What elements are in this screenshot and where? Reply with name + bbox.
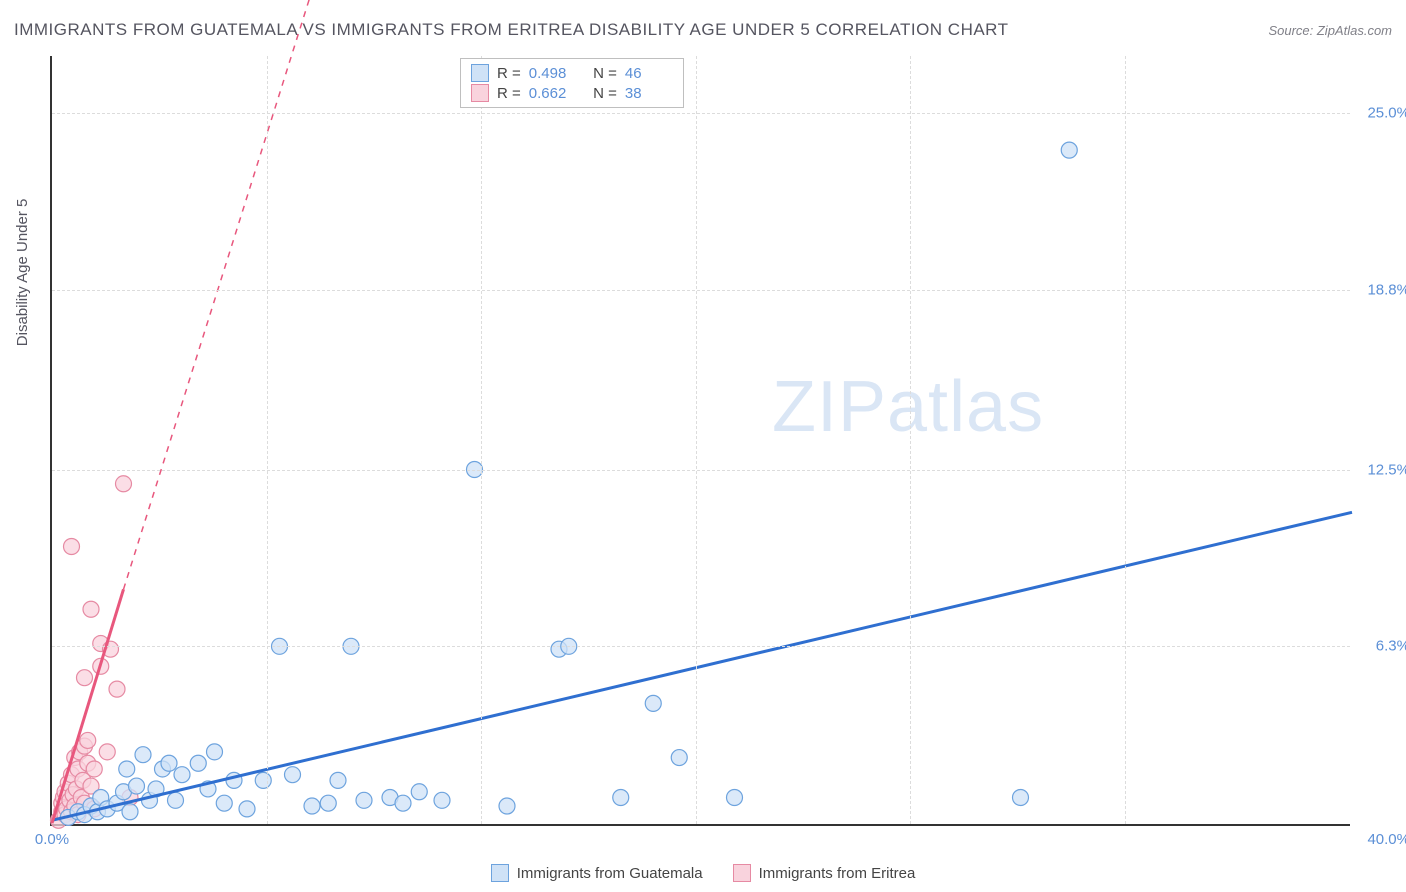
legend-bottom: Immigrants from Guatemala Immigrants fro…	[0, 864, 1406, 882]
data-point	[64, 539, 80, 555]
grid-line-h	[52, 113, 1350, 114]
source-label: Source: ZipAtlas.com	[1268, 23, 1392, 38]
legend-correlation: R = 0.498 N = 46R = 0.662 N = 38	[460, 58, 684, 108]
x-max-label: 40.0%	[1355, 831, 1406, 848]
data-point	[122, 804, 138, 820]
grid-line-h	[52, 290, 1350, 291]
r-value: 0.662	[529, 85, 577, 102]
n-label: N =	[585, 85, 617, 102]
data-point	[80, 732, 96, 748]
legend-item-eritrea: Immigrants from Eritrea	[733, 864, 916, 882]
data-point	[727, 789, 743, 805]
data-point	[129, 778, 145, 794]
legend-label-eritrea: Immigrants from Eritrea	[759, 865, 916, 882]
data-point	[83, 601, 99, 617]
data-point	[190, 755, 206, 771]
plot-area: ZIPatlas 6.3%12.5%18.8%25.0%0.0%40.0%	[50, 56, 1350, 826]
x-tick-label-origin: 0.0%	[35, 831, 69, 848]
data-point	[1061, 142, 1077, 158]
data-point	[77, 670, 93, 686]
y-tick-label: 18.8%	[1355, 281, 1406, 298]
data-point	[174, 767, 190, 783]
data-point	[99, 744, 115, 760]
n-label: N =	[585, 65, 617, 82]
data-point	[499, 798, 515, 814]
data-point	[1013, 789, 1029, 805]
grid-line-h	[52, 470, 1350, 471]
data-point	[119, 761, 135, 777]
data-point	[116, 476, 132, 492]
data-point	[613, 789, 629, 805]
grid-line-v	[481, 56, 482, 824]
n-value: 46	[625, 65, 673, 82]
y-axis-label: Disability Age Under 5	[14, 199, 31, 347]
r-value: 0.498	[529, 65, 577, 82]
legend-label-guatemala: Immigrants from Guatemala	[517, 865, 703, 882]
swatch-guatemala	[491, 864, 509, 882]
data-point	[434, 792, 450, 808]
legend-swatch	[471, 84, 489, 102]
legend-item-guatemala: Immigrants from Guatemala	[491, 864, 703, 882]
legend-row: R = 0.662 N = 38	[471, 83, 673, 103]
grid-line-h	[52, 646, 1350, 647]
n-value: 38	[625, 85, 673, 102]
grid-line-v	[267, 56, 268, 824]
grid-line-v	[910, 56, 911, 824]
scatter-svg	[52, 56, 1350, 824]
data-point	[320, 795, 336, 811]
y-tick-label: 12.5%	[1355, 461, 1406, 478]
data-point	[411, 784, 427, 800]
legend-row: R = 0.498 N = 46	[471, 63, 673, 83]
data-point	[395, 795, 411, 811]
data-point	[330, 772, 346, 788]
legend-swatch	[471, 64, 489, 82]
data-point	[304, 798, 320, 814]
data-point	[356, 792, 372, 808]
data-point	[255, 772, 271, 788]
grid-line-v	[696, 56, 697, 824]
data-point	[216, 795, 232, 811]
r-label: R =	[497, 65, 521, 82]
title-bar: IMMIGRANTS FROM GUATEMALA VS IMMIGRANTS …	[14, 20, 1392, 40]
data-point	[645, 695, 661, 711]
data-point	[135, 747, 151, 763]
data-point	[109, 681, 125, 697]
r-label: R =	[497, 85, 521, 102]
data-point	[285, 767, 301, 783]
grid-line-v	[1125, 56, 1126, 824]
data-point	[86, 761, 102, 777]
data-point	[207, 744, 223, 760]
data-point	[671, 750, 687, 766]
data-point	[161, 755, 177, 771]
y-tick-label: 25.0%	[1355, 105, 1406, 122]
data-point	[168, 792, 184, 808]
y-tick-label: 6.3%	[1355, 638, 1406, 655]
chart-title: IMMIGRANTS FROM GUATEMALA VS IMMIGRANTS …	[14, 20, 1009, 40]
data-point	[239, 801, 255, 817]
swatch-eritrea	[733, 864, 751, 882]
